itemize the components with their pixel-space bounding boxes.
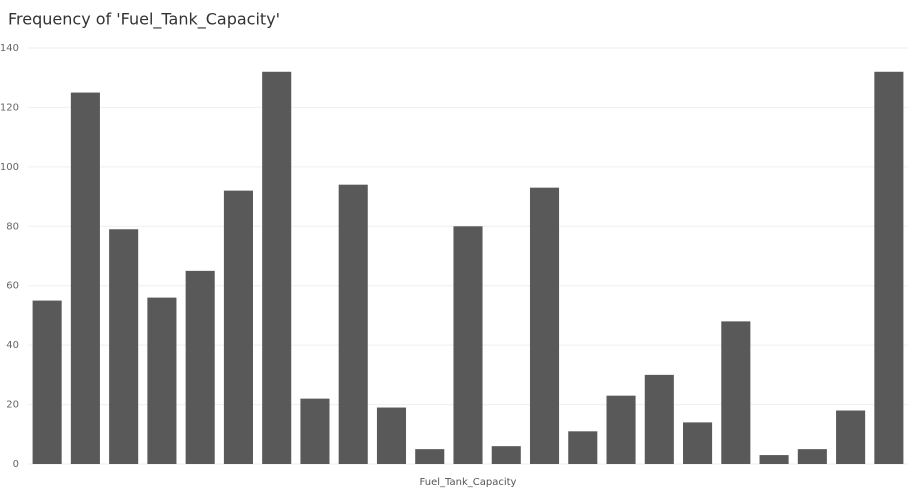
bar xyxy=(262,71,292,465)
bar xyxy=(453,226,483,464)
bar xyxy=(32,300,62,464)
bar xyxy=(109,229,139,464)
bar xyxy=(683,422,713,464)
bar xyxy=(606,395,636,464)
chart-title: Frequency of 'Fuel_Tank_Capacity' xyxy=(8,10,280,30)
bar xyxy=(721,321,751,464)
bar xyxy=(300,398,330,464)
bar xyxy=(70,92,100,465)
bar xyxy=(874,71,904,465)
y-tick-label: 120 xyxy=(0,102,19,113)
y-tick-label: 60 xyxy=(6,281,19,292)
bar xyxy=(491,446,521,464)
bar xyxy=(185,270,215,464)
bar xyxy=(759,455,789,464)
bar xyxy=(376,407,407,464)
y-tick-label: 100 xyxy=(0,162,19,173)
bar xyxy=(644,374,674,464)
bar xyxy=(797,449,827,464)
y-tick-label: 80 xyxy=(6,221,19,232)
bar xyxy=(338,184,368,464)
x-axis-label: Fuel_Tank_Capacity xyxy=(420,477,517,488)
bar xyxy=(529,187,560,464)
bar xyxy=(836,410,866,464)
y-tick-label: 140 xyxy=(0,43,19,54)
bar xyxy=(568,431,598,464)
bar xyxy=(147,297,177,464)
y-tick-label: 20 xyxy=(6,400,19,411)
y-tick-label: 40 xyxy=(6,340,19,351)
bar xyxy=(223,190,253,464)
y-tick-label: 0 xyxy=(13,459,19,470)
bar xyxy=(415,449,445,464)
